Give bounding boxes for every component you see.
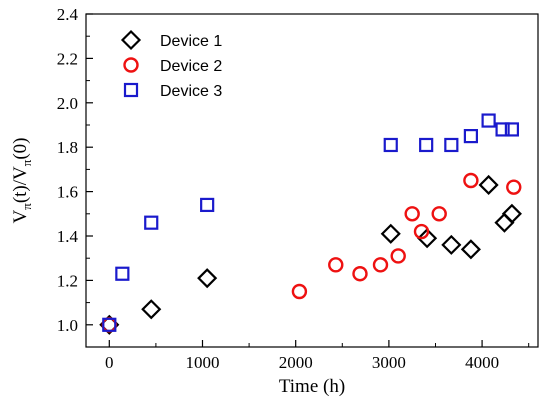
point-circle [390, 248, 406, 264]
point-diamond [441, 234, 462, 255]
y-axis-title-end: (0) [10, 138, 31, 160]
point-square [115, 266, 130, 281]
point-diamond [501, 203, 522, 224]
point-diamond [417, 228, 438, 249]
y-tick-label: 1.2 [57, 271, 78, 290]
x-tick-label: 3000 [372, 353, 406, 372]
y-tick-labels: 1.0 1.2 1.4 1.6 1.8 2.0 2.2 2.4 [57, 5, 79, 335]
point-diamond [460, 239, 481, 260]
point-square [463, 129, 478, 144]
point-circle [291, 283, 308, 300]
y-tick-label: 1.0 [57, 316, 78, 335]
y-axis-title: Vπ(t)/Vπ(0) [10, 138, 34, 224]
legend-marker-diamond [120, 29, 142, 51]
svg-text:Vπ(t)/Vπ(0): Vπ(t)/Vπ(0) [10, 138, 34, 224]
plot-frame [85, 13, 539, 348]
y-axis-title-mid: (t)/V [10, 166, 31, 203]
y-tick-label: 1.4 [57, 227, 79, 246]
point-circle [404, 206, 420, 222]
point-circle [431, 206, 447, 222]
point-square [419, 137, 434, 153]
legend-label: Device 3 [160, 83, 222, 100]
point-square [495, 122, 510, 137]
series-3 [102, 113, 520, 332]
y-tick-label: 2.4 [57, 5, 79, 24]
point-diamond [197, 268, 218, 289]
y-axis-title-sub-2: π [19, 159, 34, 166]
x-tick-label: 1000 [185, 353, 219, 372]
series-2 [101, 172, 522, 333]
point-diamond [478, 174, 499, 195]
legend-marker-circle [123, 57, 139, 73]
y-axis-title-sub-1: π [19, 203, 34, 210]
point-circle [372, 257, 389, 273]
x-axis-title: Time (h) [279, 376, 345, 397]
point-circle [352, 266, 368, 282]
point-square [504, 122, 520, 137]
y-tick-label: 2.0 [57, 94, 78, 113]
point-square [200, 197, 215, 213]
point-diamond [141, 299, 162, 320]
y-tick-label: 1.8 [57, 138, 78, 157]
point-circle [413, 223, 430, 240]
data-markers [99, 113, 522, 335]
y-tick-label: 1.6 [57, 183, 78, 202]
point-square [383, 137, 398, 153]
x-tick-label: 4000 [465, 353, 499, 372]
point-circle [101, 317, 117, 333]
point-circle [463, 172, 479, 189]
legend: Device 1 Device 2 Device 3 [120, 29, 222, 100]
legend-marker-square [123, 82, 139, 98]
point-square [444, 137, 459, 153]
x-tick-labels: 0 1000 2000 3000 4000 [105, 353, 499, 372]
point-square [102, 317, 117, 332]
x-tick-label: 2000 [279, 353, 313, 372]
axis-ticks [86, 13, 530, 347]
x-tick-label: 0 [105, 353, 114, 372]
y-tick-label: 2.2 [57, 49, 78, 68]
point-circle [506, 179, 522, 195]
point-square [481, 113, 496, 128]
legend-label: Device 1 [160, 33, 222, 50]
point-circle [328, 257, 344, 273]
point-diamond [380, 223, 401, 244]
point-diamond [494, 212, 515, 233]
point-square [144, 215, 159, 230]
legend-label: Device 2 [160, 58, 222, 75]
y-axis-title-main: V [10, 209, 31, 223]
series-1 [99, 174, 522, 335]
